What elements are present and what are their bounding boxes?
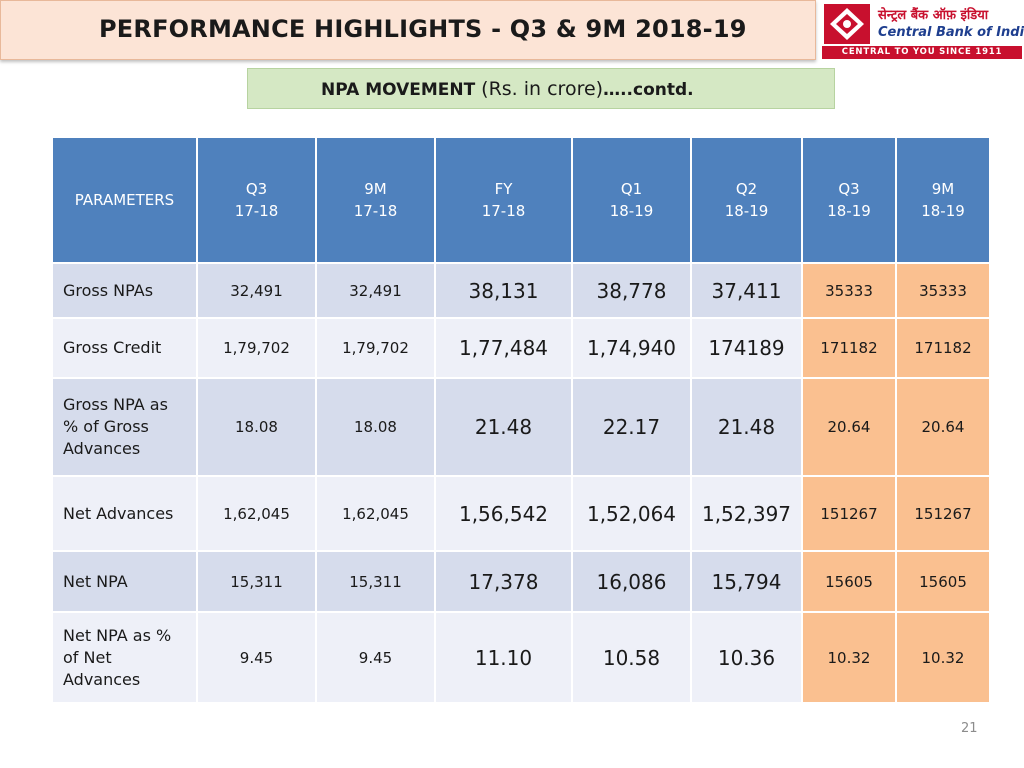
table-cell-highlight: 171182 [801,317,897,379]
subtitle: NPA MOVEMENT (Rs. in crore)…..contd. [321,78,694,100]
table-cell-highlight: 151267 [895,475,991,552]
subtitle-part-contd: …..contd. [603,80,694,100]
table-cell-highlight: 15605 [895,550,991,613]
table-row: Gross NPA as% of Gross Advances 18.08 18.… [51,377,991,477]
table-cell: 1,79,702 [196,317,317,379]
table-cell: 1,52,397 [690,475,803,552]
row-label: Gross NPAs [51,262,198,319]
npa-movement-table: PARAMETERS Q3 17-18 9M 17-18 FY 17-18 Q1 18-… [51,136,991,704]
table-cell-highlight: 10.32 [895,611,991,704]
table-cell: 38,778 [571,262,692,319]
table-cell: 10.36 [690,611,803,704]
table-cell-highlight: 35333 [801,262,897,319]
column-header: Q3 17-18 [196,136,317,264]
column-header: 9M 18-19 [895,136,991,264]
table-header-row: PARAMETERS Q3 17-18 9M 17-18 FY 17-18 Q1 18-… [51,136,991,264]
table-cell: 18.08 [196,377,317,477]
table-cell: 1,52,064 [571,475,692,552]
column-header: Q2 18-19 [690,136,803,264]
subtitle-box: NPA MOVEMENT (Rs. in crore)…..contd. [247,68,835,109]
column-header: FY 17-18 [434,136,573,264]
header-parameters: PARAMETERS [51,136,198,264]
table-cell-highlight: 20.64 [801,377,897,477]
page-number: 21 [961,721,978,736]
table-cell: 15,311 [196,550,317,613]
table-cell: 32,491 [196,262,317,319]
table-row: Gross NPAs 32,491 32,491 38,131 38,778 3… [51,262,991,319]
subtitle-part-unit: (Rs. in crore) [481,78,604,100]
table-cell-highlight: 171182 [895,317,991,379]
column-header: Q3 18-19 [801,136,897,264]
table-cell: 22.17 [571,377,692,477]
table-cell: 16,086 [571,550,692,613]
slide-title: PERFORMANCE HIGHLIGHTS - Q3 & 9M 2018-19 [99,15,747,43]
column-header: Q1 18-19 [571,136,692,264]
row-label: Net NPA as % of Net Advances [51,611,198,704]
bank-name-english: Central Bank of India [878,25,1024,40]
row-label: Net NPA [51,550,198,613]
table-cell: 9.45 [315,611,436,704]
table-cell: 1,56,542 [434,475,573,552]
table-cell: 21.48 [690,377,803,477]
table-cell-highlight: 20.64 [895,377,991,477]
bank-logo: सेन्ट्रल बैंक ऑफ़ इंडिया Central Bank of… [820,0,1024,60]
table-cell: 21.48 [434,377,573,477]
table-cell: 32,491 [315,262,436,319]
table-row: Net NPA as % of Net Advances 9.45 9.45 11.… [51,611,991,704]
column-header: 9M 17-18 [315,136,436,264]
table-row: Gross Credit 1,79,702 1,79,702 1,77,484 … [51,317,991,379]
table-row: Net Advances 1,62,045 1,62,045 1,56,542 … [51,475,991,552]
row-label: Gross Credit [51,317,198,379]
table-cell: 9.45 [196,611,317,704]
row-label: Gross NPA as% of Gross Advances [51,377,198,477]
slide-title-box: PERFORMANCE HIGHLIGHTS - Q3 & 9M 2018-19 [0,0,816,60]
bank-emblem-icon [824,4,870,44]
table-cell: 17,378 [434,550,573,613]
table-row: Net NPA 15,311 15,311 17,378 16,086 15,7… [51,550,991,613]
table-cell: 15,311 [315,550,436,613]
table-cell: 1,62,045 [315,475,436,552]
subtitle-part-main: NPA MOVEMENT [321,80,482,100]
table-cell: 15,794 [690,550,803,613]
table-cell-highlight: 151267 [801,475,897,552]
row-label: Net Advances [51,475,198,552]
table-cell: 18.08 [315,377,436,477]
table-cell: 1,79,702 [315,317,436,379]
table-cell: 10.58 [571,611,692,704]
table-cell-highlight: 10.32 [801,611,897,704]
table-cell: 37,411 [690,262,803,319]
table-cell-highlight: 35333 [895,262,991,319]
table-cell: 1,77,484 [434,317,573,379]
table-cell-highlight: 15605 [801,550,897,613]
table-cell: 1,74,940 [571,317,692,379]
table-cell: 11.10 [434,611,573,704]
table-cell: 1,62,045 [196,475,317,552]
bank-name-hindi: सेन्ट्रल बैंक ऑफ़ इंडिया [878,8,989,23]
table-cell: 174189 [690,317,803,379]
table-cell: 38,131 [434,262,573,319]
bank-tagline: CENTRAL TO YOU SINCE 1911 [822,46,1022,59]
